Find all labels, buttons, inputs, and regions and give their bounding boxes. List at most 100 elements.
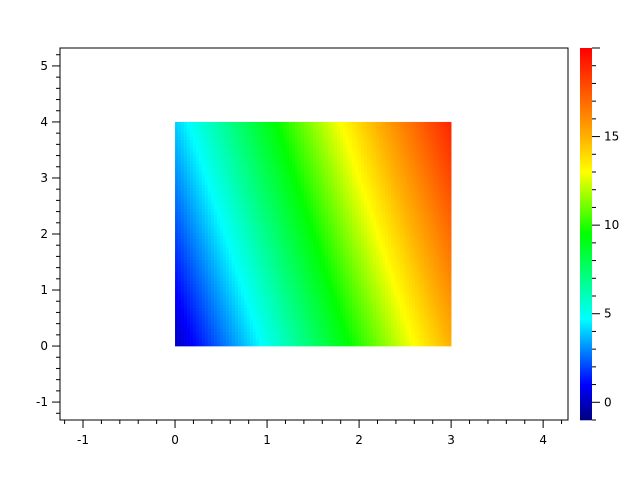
heatmap-cell: [244, 325, 248, 330]
heatmap-cell: [226, 319, 230, 324]
heatmap-cell: [199, 136, 203, 141]
heatmap-cell: [250, 259, 254, 264]
heatmap-cell: [274, 313, 278, 318]
heatmap-cell: [250, 280, 254, 285]
heatmap-cell: [220, 238, 224, 243]
heatmap-cell: [331, 334, 335, 339]
heatmap-cell: [295, 295, 299, 300]
heatmap-cell: [292, 304, 296, 309]
heatmap-cell: [328, 166, 332, 171]
heatmap-cell: [352, 238, 356, 243]
heatmap-cell: [277, 121, 281, 126]
heatmap-cell: [190, 193, 194, 198]
heatmap-cell: [328, 316, 332, 321]
heatmap-cell: [247, 211, 251, 216]
heatmap-cell: [355, 310, 359, 315]
heatmap-cell: [322, 178, 326, 183]
heatmap-cell: [316, 319, 320, 324]
heatmap-cell: [307, 340, 311, 345]
heatmap-cell: [307, 250, 311, 255]
heatmap-cell: [370, 268, 374, 273]
heatmap-cell: [304, 325, 308, 330]
heatmap-cell: [301, 241, 305, 246]
heatmap-cell: [223, 244, 227, 249]
heatmap-cell: [307, 283, 311, 288]
heatmap-cell: [178, 343, 182, 347]
heatmap-cell: [313, 136, 317, 141]
heatmap-cell: [319, 154, 323, 159]
heatmap-cell: [199, 151, 203, 156]
heatmap-cell: [190, 181, 194, 186]
heatmap-cell: [289, 166, 293, 171]
heatmap-cell: [262, 232, 266, 237]
heatmap-cell: [295, 304, 299, 309]
heatmap-cell: [238, 145, 242, 150]
heatmap-cell: [292, 187, 296, 192]
heatmap-cell: [304, 220, 308, 225]
heatmap-cell: [298, 325, 302, 330]
heatmap-cell: [229, 205, 233, 210]
heatmap-cell: [208, 127, 212, 132]
heatmap-cell: [352, 223, 356, 228]
heatmap-cell: [217, 181, 221, 186]
heatmap-cell: [277, 145, 281, 150]
heatmap-cell: [271, 247, 275, 252]
heatmap-cell: [334, 286, 338, 291]
heatmap-cell: [259, 241, 263, 246]
heatmap-cell: [319, 199, 323, 204]
heatmap-cell: [370, 313, 374, 318]
heatmap-cell: [229, 217, 233, 222]
heatmap-cell: [286, 292, 290, 297]
heatmap-cell: [241, 142, 245, 147]
heatmap-cell: [313, 235, 317, 240]
heatmap-cell: [187, 169, 191, 174]
heatmap-cell: [328, 229, 332, 234]
heatmap-cell: [280, 214, 284, 219]
heatmap-cell: [316, 187, 320, 192]
heatmap-cell: [364, 232, 368, 237]
heatmap-cell: [337, 172, 341, 177]
heatmap-cell: [364, 214, 368, 219]
heatmap-cell: [292, 229, 296, 234]
heatmap-cell: [259, 286, 263, 291]
heatmap-cell: [196, 232, 200, 237]
heatmap-cell: [238, 262, 242, 267]
heatmap-cell: [373, 178, 377, 183]
heatmap-cell: [358, 127, 362, 132]
heatmap-cell: [322, 148, 326, 153]
heatmap-cell: [187, 328, 191, 333]
heatmap-cell: [325, 256, 329, 261]
heatmap-cell: [295, 169, 299, 174]
heatmap-cell: [262, 343, 266, 347]
heatmap-cell: [265, 286, 269, 291]
heatmap-cell: [238, 340, 242, 345]
heatmap-cell: [319, 334, 323, 339]
heatmap-cell: [187, 130, 191, 135]
heatmap-cell: [367, 178, 371, 183]
heatmap-cell: [247, 262, 251, 267]
heatmap-cell: [283, 301, 287, 306]
heatmap-cell: [334, 262, 338, 267]
heatmap-cell: [364, 289, 368, 294]
heatmap-cell: [253, 310, 257, 315]
heatmap-cell: [373, 163, 377, 168]
heatmap-cell: [241, 220, 245, 225]
heatmap-cell: [265, 277, 269, 282]
heatmap-cell: [238, 238, 242, 243]
heatmap-cell: [217, 343, 221, 347]
heatmap-cell: [199, 130, 203, 135]
heatmap-cell: [289, 163, 293, 168]
heatmap-cell: [256, 238, 260, 243]
heatmap-cell: [175, 178, 179, 183]
heatmap-cell: [286, 172, 290, 177]
heatmap-cell: [268, 127, 272, 132]
heatmap-cell: [310, 301, 314, 306]
heatmap-cell: [307, 160, 311, 165]
heatmap-cell: [256, 331, 260, 336]
heatmap-cell: [214, 307, 218, 312]
heatmap-cell: [307, 331, 311, 336]
heatmap-cell: [361, 196, 365, 201]
heatmap-cell: [217, 283, 221, 288]
heatmap-cell: [343, 343, 347, 347]
heatmap-cell: [187, 172, 191, 177]
